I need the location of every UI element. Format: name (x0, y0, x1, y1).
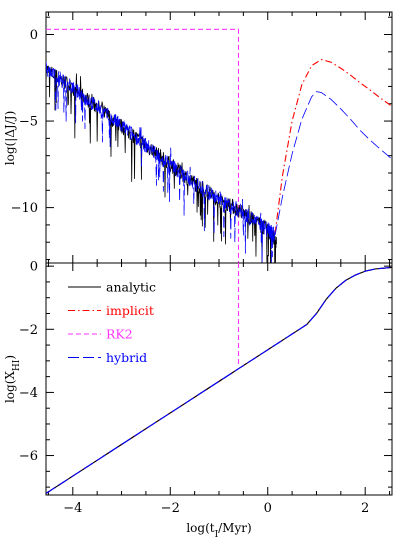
bottom-series-hybrid (46, 266, 392, 494)
bottom-y-axis-label: log(XHI) (3, 355, 22, 403)
bottom-panel: 0 −2 −4 −6 −4 −2 0 2 (19, 260, 393, 516)
top-series-RK2 (46, 28, 242, 263)
bottom-y-tick-label: −4 (19, 386, 38, 401)
top-panel: 0 −5 −10 (11, 11, 393, 264)
legend-label-RK2: RK2 (106, 327, 133, 342)
top-y-tick-label: −5 (19, 115, 38, 130)
bottom-y-tick-label: −2 (19, 323, 38, 338)
x-axis-label: log(tI/Myr) (186, 521, 251, 540)
top-plot-frame (45, 11, 393, 264)
legend-label-analytic: analytic (106, 280, 156, 295)
legend-label-implicit: implicit (106, 303, 154, 318)
x-tick-label: 0 (264, 501, 272, 516)
top-y-tick-label: −10 (11, 201, 38, 216)
top-series-analytic (46, 65, 277, 263)
top-y-axis-label: log(|ΔJ/J) (3, 111, 17, 165)
x-tick-label: −2 (161, 501, 180, 516)
top-series-implicit (274, 59, 392, 234)
top-y-tick-label: 0 (30, 28, 38, 43)
legend: analytic implicit RK2 hybrid (68, 280, 156, 365)
top-series-hybrid (46, 61, 392, 263)
bottom-y-tick-label: 0 (30, 260, 38, 275)
x-tick-label: 2 (361, 501, 369, 516)
legend-label-hybrid: hybrid (106, 350, 147, 365)
bottom-y-tick-label: −6 (19, 449, 38, 464)
x-tick-label: −4 (63, 501, 82, 516)
